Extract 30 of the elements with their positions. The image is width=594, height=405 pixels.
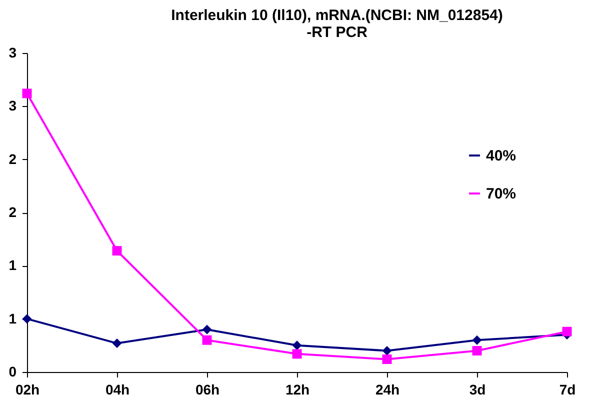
point [292, 349, 302, 359]
y-tick-label: 0 [8, 364, 17, 380]
x-tick-label: 7d [559, 382, 576, 398]
point [112, 246, 122, 256]
x-tick-label: 12h [285, 382, 310, 398]
legend-label: 40% [486, 148, 516, 164]
y-tick-label: 2 [8, 204, 17, 220]
y-tick-label: 1 [8, 257, 17, 274]
x-tick-label: 24h [375, 382, 400, 398]
x-tick-label: 04h [105, 382, 130, 398]
x-tick-label: 06h [195, 382, 220, 398]
y-tick-label: 2 [8, 150, 17, 167]
x-tick-label: 02h [15, 382, 40, 398]
x-tick-label: 3d [469, 382, 486, 398]
point [382, 346, 392, 356]
point [472, 346, 482, 356]
y-tick-label: 1 [8, 310, 17, 326]
point [112, 338, 122, 348]
chart-title: Interleukin 10 (Il10), mRNA.(NCBI: NM_012854) -RT PCR [171, 7, 503, 41]
legend-label: 70% [486, 186, 516, 202]
point [472, 335, 482, 345]
point [292, 340, 302, 350]
point [202, 324, 212, 334]
point [562, 326, 572, 336]
point [22, 88, 32, 98]
point [202, 335, 212, 345]
y-tick-label: 3 [8, 98, 17, 114]
point [22, 314, 32, 324]
point [382, 354, 392, 364]
y-tick-label: 3 [8, 44, 17, 60]
